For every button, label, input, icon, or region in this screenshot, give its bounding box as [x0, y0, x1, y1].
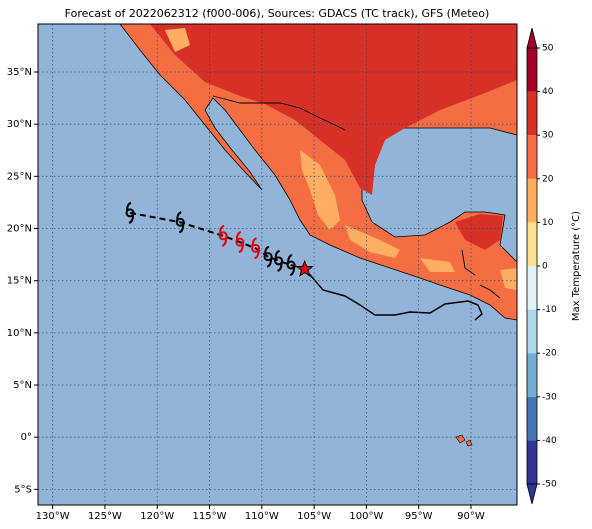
y-tick-label: 20°N [7, 224, 32, 235]
colorbar: -50 -40 -30 -20 -10 0 10 20 30 40 50 [526, 27, 557, 505]
colorbar-tick-label: 0 [542, 262, 548, 272]
x-tick-label: 120°W [140, 511, 174, 522]
plot-frame [37, 23, 518, 506]
colorbar-bin [527, 48, 537, 92]
x-tick-label: 90°W [457, 511, 485, 522]
border [212, 95, 501, 299]
colorbar-tick-label: 40 [542, 87, 554, 97]
colorbar-tick-label: 10 [542, 218, 554, 228]
y-tick-label: 5°N [13, 380, 32, 391]
hot-region [150, 24, 517, 195]
x-tick-label: 125°W [88, 511, 122, 522]
map-title: Forecast of 2022062312 (f000-006), Sourc… [65, 7, 490, 20]
axes: 130°W 125°W 120°W 115°W 110°W 105°W 100°W 95°W 9… [7, 67, 485, 522]
colorbar-tick-label: 20 [542, 174, 554, 184]
y-tick-label: 0° [21, 432, 32, 443]
colorbar-bin [527, 353, 537, 397]
colorbar-tick-label: -30 [542, 392, 557, 402]
colorbar-bin [527, 222, 537, 266]
y-tick-label: 5°S [14, 484, 32, 495]
y-tick-label: 15°N [7, 276, 32, 287]
colorbar-tick-label: 30 [542, 131, 554, 141]
x-tick-label: 105°W [297, 511, 331, 522]
colorbar-tick-label: -50 [542, 480, 557, 490]
storm-position [295, 259, 314, 277]
x-tick-label: 95°W [405, 511, 433, 522]
island [455, 434, 473, 447]
colorbar-tick-label: -40 [542, 436, 557, 446]
storm-symbol [235, 231, 245, 254]
y-tick-label: 25°N [7, 171, 32, 182]
storm-symbol [286, 254, 296, 276]
colorbar-extend-bottom [526, 483, 538, 505]
storm-symbol [125, 201, 135, 224]
storm-symbol [251, 237, 261, 260]
y-tick-label: 10°N [7, 328, 32, 339]
x-tick-label: 100°W [349, 511, 383, 522]
storm-symbol [263, 245, 273, 268]
x-tick-label: 130°W [36, 511, 70, 522]
colorbar-bin [527, 440, 537, 484]
storm-symbol [218, 224, 228, 247]
track [125, 201, 314, 277]
past-track [304, 268, 483, 321]
colorbar-tick-label: -10 [542, 305, 557, 315]
grid [38, 24, 517, 505]
colorbar-extend-top [526, 27, 538, 49]
colorbar-tick-label: -20 [542, 349, 557, 359]
x-tick-label: 115°W [193, 511, 227, 522]
colorbar-bin [527, 91, 537, 136]
colorbar-bin [527, 135, 537, 179]
hot-region [455, 214, 503, 250]
colorbar-bin [527, 396, 537, 441]
storm-symbol [175, 211, 185, 234]
colorbar-bin [527, 178, 537, 223]
map-area [38, 24, 517, 505]
y-tick-label: 30°N [7, 119, 32, 130]
colorbar-tick-label: 50 [542, 44, 554, 54]
storm-symbol [274, 249, 284, 272]
x-tick-label: 110°W [245, 511, 279, 522]
y-tick-label: 35°N [7, 67, 32, 78]
colorbar-bin [527, 309, 537, 354]
colorbar-label: Max Temperature (°C) [571, 211, 582, 321]
colorbar-bin [527, 266, 537, 310]
